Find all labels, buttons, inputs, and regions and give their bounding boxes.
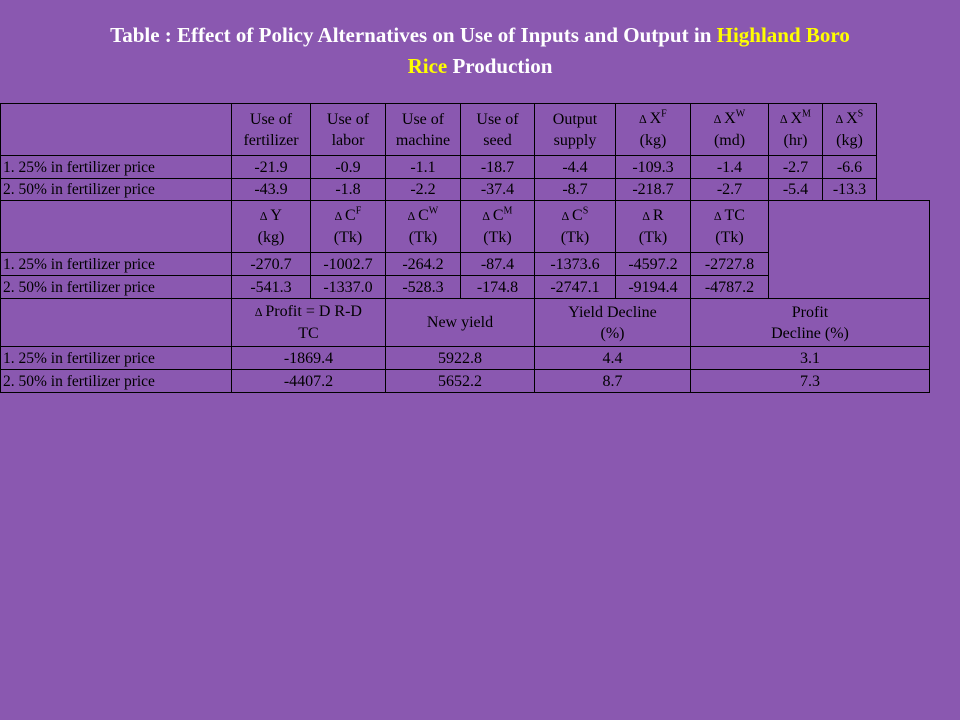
title-highlight-2: Rice <box>407 54 448 78</box>
table-cell: -87.4 <box>460 252 535 276</box>
delta-icon: ∆ <box>642 209 650 223</box>
delta-icon: ∆ <box>639 112 647 126</box>
delta-icon: ∆ <box>714 209 722 223</box>
row-label: 2. 50% in fertilizer price <box>0 178 232 201</box>
delta-icon: ∆ <box>835 112 844 126</box>
policy-effects-table: Use of fertilizer Use of labor Use of machi… <box>0 103 930 393</box>
header-yield-decline: Yield Decline (%) <box>534 298 691 347</box>
table-cell: -1337.0 <box>310 275 386 299</box>
delta-icon: ∆ <box>255 305 263 319</box>
table-cell: -264.2 <box>385 252 461 276</box>
table-cell: 5652.2 <box>385 369 535 393</box>
row-label: 1. 25% in fertilizer price <box>0 155 232 179</box>
table-cell: 8.7 <box>534 369 691 393</box>
header-delta-cm: ∆ CM (Tk) <box>460 200 535 253</box>
table-cell: -8.7 <box>534 178 616 201</box>
header-use-labor: Use of labor <box>310 103 386 156</box>
header-delta-tc: ∆ TC (Tk) <box>690 200 769 253</box>
header-delta-cs: ∆ CS (Tk) <box>534 200 616 253</box>
table-cell: -5.4 <box>768 178 823 201</box>
table-cell: -21.9 <box>231 155 311 179</box>
delta-icon: ∆ <box>482 209 490 223</box>
title-part2: Production <box>447 54 553 78</box>
header-delta-profit: ∆ Profit = D R-D TC <box>231 298 386 347</box>
header-use-fertilizer: Use of fertilizer <box>231 103 311 156</box>
table-cell: 3.1 <box>690 346 930 370</box>
table-cell: -270.7 <box>231 252 311 276</box>
section1-header-row: Use of fertilizer Use of labor Use of machi… <box>0 103 930 156</box>
table-cell: -2.7 <box>768 155 823 179</box>
delta-icon: ∆ <box>260 209 268 223</box>
table-cell: -18.7 <box>460 155 535 179</box>
header-delta-cw: ∆ CW (Tk) <box>385 200 461 253</box>
table-cell: -174.8 <box>460 275 535 299</box>
delta-icon: ∆ <box>334 209 343 223</box>
header-delta-cf: ∆ CF (Tk) <box>310 200 386 253</box>
table-cell: 7.3 <box>690 369 930 393</box>
table-row: 2. 50% in fertilizer price -4407.2 5652.… <box>0 369 930 393</box>
table-cell: -4597.2 <box>615 252 691 276</box>
table-cell: -1373.6 <box>534 252 616 276</box>
header-delta-xf: ∆ XF (kg) <box>615 103 691 156</box>
table-row: 2. 50% in fertilizer price -541.3 -1337.… <box>0 275 930 299</box>
table-row: 1. 25% in fertilizer price -1869.4 5922.… <box>0 346 930 370</box>
blank-cell <box>0 298 232 347</box>
table-cell: 5922.8 <box>385 346 535 370</box>
blank-cell <box>0 200 232 253</box>
table-cell: -37.4 <box>460 178 535 201</box>
table-cell: -43.9 <box>231 178 311 201</box>
delta-icon: ∆ <box>713 112 722 126</box>
header-use-seed: Use of seed <box>460 103 535 156</box>
table-cell: 4.4 <box>534 346 691 370</box>
header-delta-xw: ∆ XW (md) <box>690 103 769 156</box>
table-cell: -1002.7 <box>310 252 386 276</box>
header-delta-r: ∆ R (Tk) <box>615 200 691 253</box>
header-new-yield: New yield <box>385 298 535 347</box>
header-delta-xm: ∆ XM (hr) <box>768 103 823 156</box>
blank-corner-cell <box>0 103 232 156</box>
table-cell: -4407.2 <box>231 369 386 393</box>
table-cell: -1869.4 <box>231 346 386 370</box>
delta-icon: ∆ <box>407 209 416 223</box>
table-cell: -1.1 <box>385 155 461 179</box>
table-cell: -13.3 <box>822 178 877 201</box>
section3-header-row: ∆ Profit = D R-D TC New yield Yield Declin… <box>0 298 930 347</box>
header-profit-decline: Profit Decline (%) <box>690 298 930 347</box>
title-part1: Table : Effect of Policy Alternatives on… <box>110 23 717 47</box>
table-cell: -109.3 <box>615 155 691 179</box>
table-cell: -4787.2 <box>690 275 769 299</box>
table-cell: -4.4 <box>534 155 616 179</box>
table-cell: -1.8 <box>310 178 386 201</box>
table-row: 2. 50% in fertilizer price -43.9 -1.8 -2… <box>0 178 930 201</box>
table-cell: -218.7 <box>615 178 691 201</box>
table-cell: -541.3 <box>231 275 311 299</box>
title-highlight-1: Highland Boro <box>716 23 850 47</box>
table-cell: -2747.1 <box>534 275 616 299</box>
table-cell: -528.3 <box>385 275 461 299</box>
table-cell: -2727.8 <box>690 252 769 276</box>
header-delta-y: ∆ Y (kg) <box>231 200 311 253</box>
table-row: 1. 25% in fertilizer price -21.9 -0.9 -1… <box>0 155 930 179</box>
blank-merged-cell <box>768 200 930 299</box>
row-label: 1. 25% in fertilizer price <box>0 346 232 370</box>
delta-icon: ∆ <box>561 209 570 223</box>
header-use-machine: Use of machine <box>385 103 461 156</box>
header-delta-xs: ∆ XS (kg) <box>822 103 877 156</box>
table-cell: -2.2 <box>385 178 461 201</box>
row-label: 1. 25% in fertilizer price <box>0 252 232 276</box>
row-label: 2. 50% in fertilizer price <box>0 369 232 393</box>
table-cell: -9194.4 <box>615 275 691 299</box>
header-output-supply: Output supply <box>534 103 616 156</box>
row-label: 2. 50% in fertilizer price <box>0 275 232 299</box>
table-cell: -6.6 <box>822 155 877 179</box>
table-cell: -2.7 <box>690 178 769 201</box>
delta-icon: ∆ <box>780 112 788 126</box>
section2-header-row: ∆ Y (kg) ∆ CF (Tk) ∆ CW (Tk) ∆ CM (Tk) ∆ CS (Tk) ∆… <box>0 200 930 299</box>
table-title: Table : Effect of Policy Alternatives on… <box>0 20 960 82</box>
table-cell: -1.4 <box>690 155 769 179</box>
table-row: 1. 25% in fertilizer price -270.7 -1002.… <box>0 252 930 276</box>
table-cell: -0.9 <box>310 155 386 179</box>
